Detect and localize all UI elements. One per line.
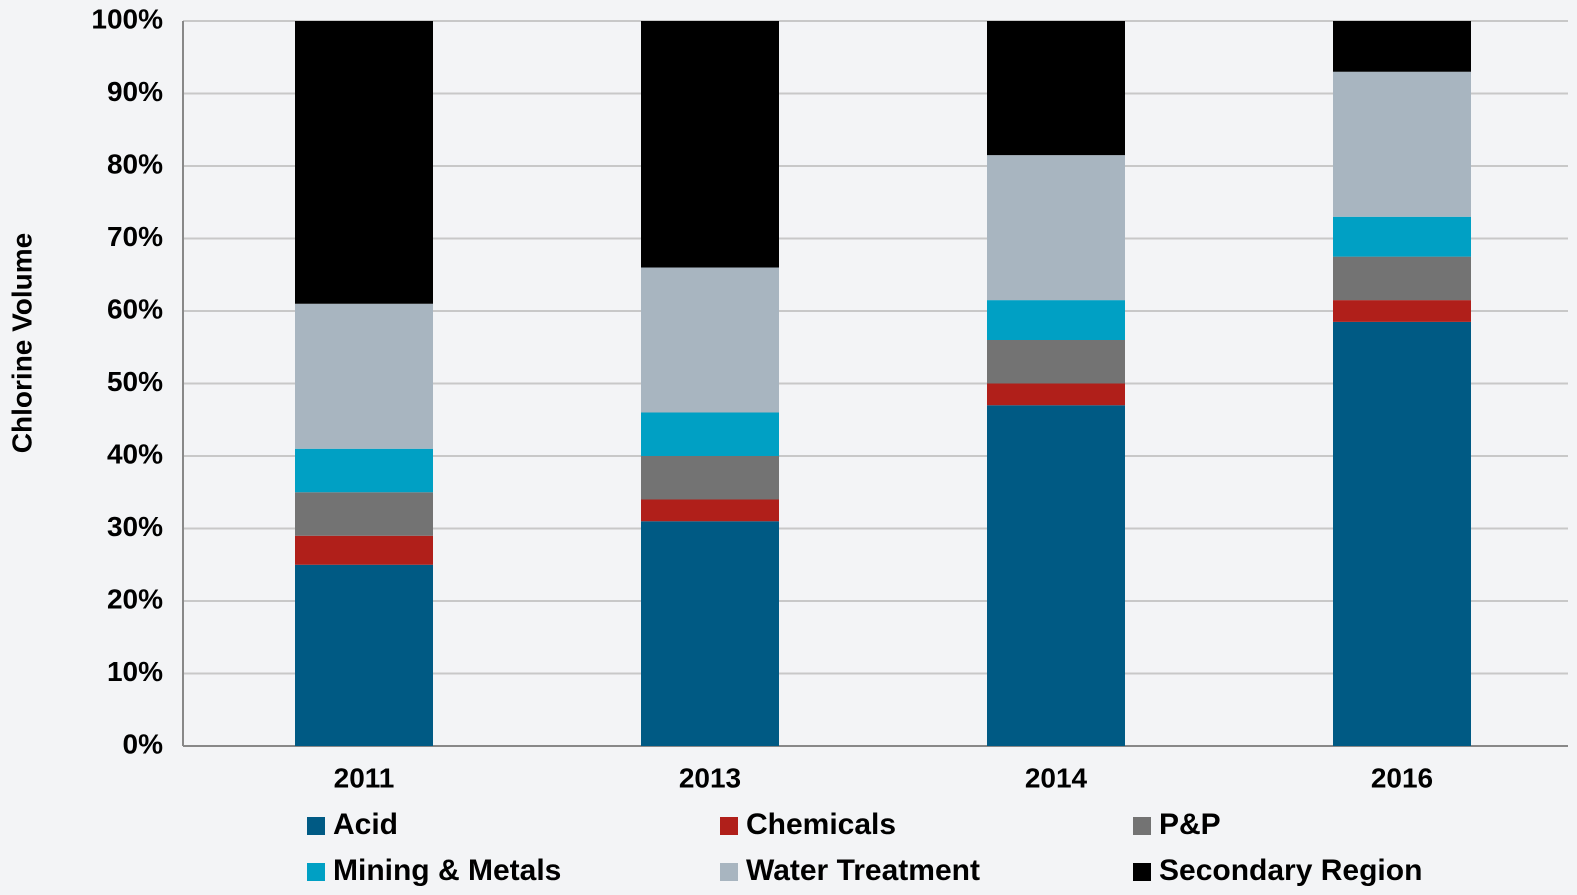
y-tick-label: 90% (107, 76, 163, 107)
bar-segment (641, 21, 779, 268)
y-tick-label: 60% (107, 293, 163, 324)
bar-segment (987, 405, 1125, 746)
y-tick-label: 70% (107, 221, 163, 252)
legend-label: Acid (333, 808, 398, 841)
x-tick-label: 2014 (1025, 762, 1088, 793)
bar-segment (641, 499, 779, 522)
y-axis-title: Chlorine Volume (6, 233, 37, 453)
bar-segment (641, 267, 779, 413)
legend-label: P&P (1159, 808, 1221, 841)
legend-swatch (720, 817, 738, 835)
bar-segment (295, 303, 433, 449)
legend-label: Secondary Region (1159, 854, 1422, 887)
bar-segment (641, 521, 779, 746)
bar-segment (295, 492, 433, 536)
x-tick-label: 2013 (679, 762, 741, 793)
bar-segment (295, 448, 433, 493)
bar-segment (295, 535, 433, 565)
legend-swatch (1133, 863, 1151, 881)
y-tick-label: 0% (123, 728, 164, 759)
bar-segment (987, 21, 1125, 156)
bar-segment (987, 340, 1125, 384)
y-tick-label: 40% (107, 438, 163, 469)
y-tick-label: 30% (107, 511, 163, 542)
legend-label: Water Treatment (746, 854, 980, 887)
bar-segment (1333, 216, 1471, 257)
bar-segment (295, 564, 433, 746)
bar-segment (987, 155, 1125, 301)
legend-label: Mining & Metals (333, 854, 561, 887)
y-tick-label: 20% (107, 583, 163, 614)
bar-segment (1333, 21, 1471, 72)
bar-segment (641, 412, 779, 456)
x-tick-label: 2016 (1371, 762, 1433, 793)
legend-swatch (720, 863, 738, 881)
y-tick-label: 100% (91, 3, 163, 34)
legend-swatch (307, 817, 325, 835)
legend-swatch (1133, 817, 1151, 835)
bar-segment (1333, 300, 1471, 322)
bar-segment (1333, 71, 1471, 217)
bar-segment (641, 456, 779, 500)
legend-swatch (307, 863, 325, 881)
bar-segment (295, 21, 433, 304)
y-tick-label: 50% (107, 366, 163, 397)
x-tick-label: 2011 (334, 762, 395, 793)
legend-label: Chemicals (746, 808, 896, 841)
bar-segment (1333, 256, 1471, 301)
bar-segment (987, 300, 1125, 340)
y-tick-label: 10% (107, 656, 163, 687)
bar-segment (1333, 321, 1471, 746)
y-tick-label: 80% (107, 148, 163, 179)
bar-segment (987, 383, 1125, 406)
